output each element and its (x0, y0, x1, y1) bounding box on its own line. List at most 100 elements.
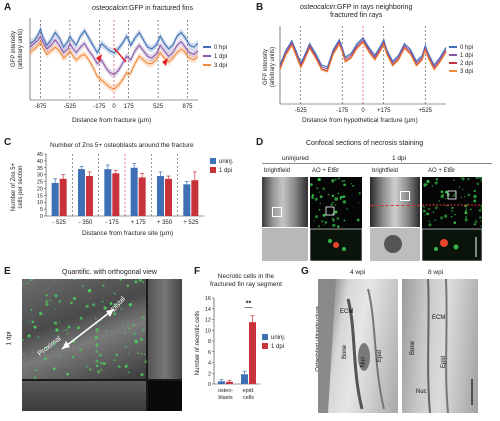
y-tick-label: 20 (37, 186, 43, 192)
fluorescence-dot (332, 201, 334, 203)
fluorescence-dot (140, 373, 144, 377)
y-tick-label: 0 (208, 382, 211, 388)
fluorescence-dot (72, 296, 77, 301)
green-fluorescence-dots (22, 279, 148, 379)
panel-c-letter: C (4, 137, 12, 148)
bar (165, 178, 172, 216)
fluorescence-dot (35, 369, 38, 372)
fluorescence-dot (31, 320, 34, 324)
fluorescence-dot (132, 324, 135, 327)
fluorescence-dot (79, 316, 83, 320)
panel-c-ylabel: Number of Zns 5+ cells per section (11, 155, 25, 219)
series-line (29, 40, 199, 90)
fluorescence-dot (319, 202, 322, 205)
bar (249, 322, 256, 384)
fluorescence-dot (113, 303, 117, 307)
fluorescence-dot (54, 308, 56, 310)
fluorescence-dot (119, 279, 122, 281)
fluorescence-dot (70, 301, 73, 305)
panel-f-title: Necrotic cells in the fractured fin ray … (210, 273, 282, 289)
fluorescence-dot (426, 183, 428, 185)
fluorescence-dot (91, 303, 96, 307)
x-tick-label: 875 (182, 104, 193, 110)
fluorescence-dot (105, 330, 108, 332)
fluorescence-dot (124, 345, 127, 348)
bar (191, 180, 199, 216)
bar (78, 169, 85, 216)
fluorescence-dot (452, 194, 456, 197)
panel-a-chart: -875 -525 -175 0 175 525 875 (29, 18, 199, 110)
fluorescence-dot (359, 202, 361, 204)
panel-e-orthogonal-image: Proximal Distal (22, 279, 182, 411)
fluorescence-dot (73, 279, 76, 281)
fluorescence-dot (62, 330, 64, 332)
fluorescence-dot (470, 208, 472, 211)
y-tick-label: 4 (208, 361, 211, 367)
legend-item: 1 dpi (203, 53, 227, 62)
y-tick-label: 25 (37, 180, 43, 186)
fluorescence-dot (465, 217, 467, 219)
panel-g-label-nuc-2: Nuc (416, 389, 427, 395)
fluorescence-dot (321, 220, 324, 223)
fluorescence-dot (343, 219, 346, 222)
fluorescence-dot (451, 206, 454, 210)
panel-d-brightfield-2: brightfield (372, 168, 399, 174)
series-line (29, 34, 199, 76)
fluorescence-dot (86, 365, 88, 368)
fluorescence-dot (451, 210, 453, 212)
fluorescence-dot (127, 352, 130, 355)
significance-label: ** (246, 301, 252, 308)
panel-g-tem-8wpi-image: ECM Bone Nuc Epid (402, 279, 478, 413)
y-tick-label: 8 (208, 339, 211, 345)
fluorescence-dot (67, 326, 70, 329)
bar (226, 381, 233, 384)
fluorescence-dot (435, 178, 439, 181)
panel-d-letter: D (256, 137, 264, 148)
fluorescence-dot (44, 346, 48, 349)
fluorescence-dot (423, 183, 427, 187)
fluorescence-dot (95, 364, 99, 368)
fluorescence-dot (453, 179, 455, 182)
panel-a-plot-area: -875 -525 -175 0 175 525 875 (29, 18, 199, 110)
fluorescence-dot (128, 303, 133, 307)
y-tick-label: 40 (37, 159, 43, 165)
fluorescence-dot (94, 336, 98, 339)
panel-g-tem-4wpi-image: ECM Bone Nuc Epid (318, 279, 398, 413)
fluorescence-dot (442, 193, 445, 196)
fluorescence-dot (95, 328, 99, 332)
fluorescence-dot (101, 300, 104, 303)
panel-d-bf-1dpi-image (370, 177, 420, 261)
fluorescence-dot (480, 205, 482, 207)
fluorescence-dot (30, 308, 33, 311)
fluorescence-dot (343, 179, 346, 182)
fluorescence-dot (462, 188, 464, 191)
fluorescence-dot (103, 306, 107, 310)
fluorescence-dot (310, 183, 313, 187)
fluorescence-dot (32, 351, 34, 353)
fluorescence-dot (322, 187, 326, 191)
panel-a-title: osteocalcin:GFP in fractured fins (92, 5, 193, 12)
fluorescence-dot (337, 192, 340, 195)
bar (112, 173, 120, 216)
bar (138, 177, 146, 216)
panel-a-ylabel-line1: GFP intensity (11, 31, 17, 67)
y-tick-label: 15 (37, 193, 43, 199)
fluorescence-dot (127, 371, 130, 374)
fluorescence-dot (318, 178, 320, 180)
x-tick-label: +175 (377, 108, 391, 114)
fluorescence-dot (55, 328, 59, 332)
x-tick-label: - 350 (79, 220, 93, 226)
bar (218, 381, 225, 384)
fluorescence-dot (72, 355, 75, 359)
panel-b-plot-area: -525 -175 0 +175 +525 (279, 26, 447, 114)
fluorescence-dot (100, 368, 103, 371)
legend-item: 0 hpi (449, 44, 473, 52)
fluorescence-dot (331, 194, 335, 198)
fluorescence-dot (431, 185, 434, 187)
y-tick-label: 12 (205, 318, 211, 324)
series-line (279, 38, 447, 70)
fluorescence-dot (37, 336, 40, 338)
fluorescence-dot (473, 194, 477, 199)
fluorescence-dot (440, 194, 444, 198)
panel-e-letter: E (4, 266, 11, 277)
